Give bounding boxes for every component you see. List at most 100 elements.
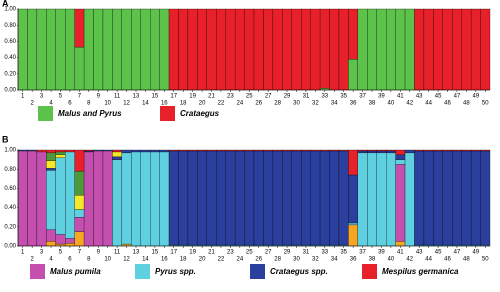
legend-swatch [250, 264, 265, 279]
bar-segment [386, 149, 396, 152]
bar-segment [216, 150, 226, 246]
bar-segment [65, 151, 75, 239]
x-tick-label: 42 [406, 101, 413, 107]
bar-segment [301, 150, 311, 246]
bar-segment [404, 152, 415, 247]
bar-segment [27, 150, 38, 247]
bar-segment [461, 150, 472, 246]
x-tick-label: 30 [293, 257, 300, 263]
x-tick-label: 25 [246, 94, 253, 100]
bar-segment [140, 149, 151, 153]
legend-label: Pyrus spp. [155, 267, 196, 276]
x-tick-label: 48 [463, 257, 470, 263]
x-tick-label: 2 [30, 257, 34, 263]
bar-segment [301, 8, 311, 91]
x-tick-label: 34 [331, 257, 338, 263]
bar-segment [187, 8, 198, 91]
y-tick-label: 1.00 [4, 148, 16, 154]
bar-segment [423, 149, 434, 152]
bar-segment [442, 150, 453, 246]
x-tick-label: 29 [284, 250, 291, 256]
bar-segment [36, 8, 47, 91]
x-tick-label: 37 [359, 250, 366, 256]
x-tick-label: 3 [40, 94, 44, 100]
bar-segment [83, 8, 94, 91]
bar-segment [253, 149, 264, 152]
bar-segment [338, 150, 349, 246]
bar-segment [168, 149, 179, 152]
x-tick-label: 20 [199, 101, 206, 107]
bar-segment [319, 150, 330, 246]
x-tick-label: 49 [472, 250, 479, 256]
bar-segment [253, 8, 264, 91]
bar-segment [36, 151, 47, 247]
bar-segment [376, 152, 387, 247]
x-tick-label: 16 [161, 257, 168, 263]
x-tick-label: 44 [425, 101, 432, 107]
bar-segment [74, 194, 85, 210]
bar-segment [272, 150, 283, 246]
bar-segment [65, 149, 75, 153]
legend-swatch [135, 264, 150, 279]
x-tick-label: 18 [180, 101, 187, 107]
x-tick-label: 28 [274, 257, 281, 263]
bar-segment [461, 149, 472, 152]
bar-segment [74, 46, 85, 91]
bar-segment [461, 8, 472, 91]
bar-segment [329, 8, 340, 91]
bar-segment [234, 150, 245, 246]
bar-segment [357, 149, 368, 152]
x-tick-label: 9 [97, 250, 101, 256]
x-tick-label: 49 [472, 94, 479, 100]
bar-segment [131, 151, 141, 247]
bar-segment [55, 151, 66, 155]
bar-segment [338, 149, 349, 152]
bar-segment [216, 149, 226, 152]
bar-segment [55, 234, 66, 245]
x-tick-label: 41 [397, 94, 404, 100]
bar-segment [395, 164, 406, 242]
bar-segment [376, 150, 387, 154]
legend-swatch [362, 264, 377, 279]
bar-segment [263, 8, 274, 91]
bar-segment [206, 149, 217, 152]
x-tick-label: 39 [378, 94, 385, 100]
bar-segment [159, 151, 170, 247]
x-tick-label: 46 [444, 257, 451, 263]
panel-title: B [2, 134, 9, 144]
y-tick-label: 0.80 [4, 23, 16, 29]
bar-segment [65, 242, 75, 247]
x-tick-label: 43 [416, 250, 423, 256]
bar-segment [263, 149, 274, 152]
bar-segment [310, 150, 321, 246]
bar-segment [225, 149, 236, 152]
x-tick-label: 11 [114, 250, 121, 256]
bar-segment [433, 8, 443, 91]
x-tick-label: 8 [87, 257, 91, 263]
x-tick-label: 41 [397, 250, 404, 256]
x-tick-label: 13 [133, 94, 140, 100]
bar-segment [112, 149, 122, 153]
bar-segment [395, 241, 406, 247]
x-tick-label: 47 [454, 94, 461, 100]
x-tick-label: 11 [114, 94, 121, 100]
bar-segment [46, 152, 56, 161]
bar-segment [329, 149, 340, 152]
x-tick-label: 9 [97, 94, 101, 100]
x-tick-label: 23 [227, 250, 234, 256]
panel-title: A [2, 0, 9, 8]
bar-segment [55, 154, 66, 158]
bar-segment [112, 151, 122, 157]
x-tick-label: 17 [170, 94, 177, 100]
y-tick-label: 0.60 [4, 39, 16, 45]
bar-segment [272, 149, 283, 152]
x-tick-label: 24 [236, 257, 243, 263]
bar-segment [55, 8, 66, 91]
x-tick-label: 28 [274, 101, 281, 107]
bar-segment [74, 217, 85, 232]
bar-segment [46, 8, 56, 91]
bar-segment [386, 150, 396, 154]
x-tick-label: 31 [303, 94, 310, 100]
bar-segment [206, 8, 217, 91]
